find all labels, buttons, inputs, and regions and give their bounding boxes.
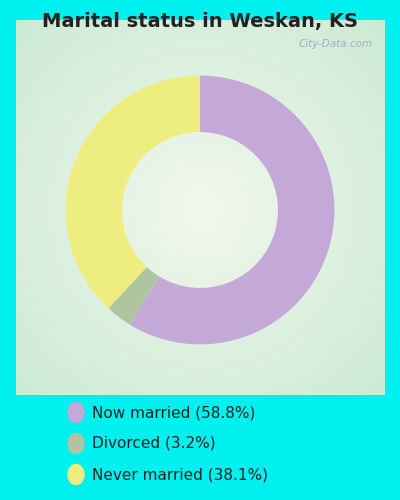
Text: City-Data.com: City-Data.com (299, 39, 373, 49)
Wedge shape (66, 76, 200, 308)
Text: Never married (38.1%): Never married (38.1%) (92, 467, 268, 482)
Wedge shape (108, 267, 159, 324)
Text: Divorced (3.2%): Divorced (3.2%) (92, 436, 216, 451)
Text: Marital status in Weskan, KS: Marital status in Weskan, KS (42, 12, 358, 32)
Text: Now married (58.8%): Now married (58.8%) (92, 405, 255, 420)
Wedge shape (130, 76, 334, 344)
